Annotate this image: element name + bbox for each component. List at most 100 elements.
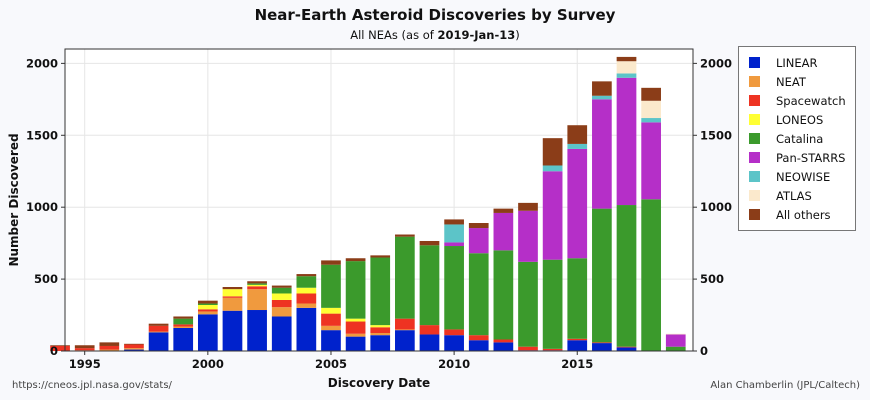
bar-segment <box>124 348 144 350</box>
bar-segment <box>518 346 538 351</box>
chart-subtitle: All NEAs (as of 2019-Jan-13) <box>0 28 870 42</box>
legend-swatch <box>749 95 760 106</box>
legend-label: NEAT <box>776 74 806 89</box>
y-tick-label-right: 500 <box>700 272 724 286</box>
bar-segment <box>345 336 366 351</box>
legend-label: All others <box>776 207 831 222</box>
bar-segment <box>419 240 440 246</box>
bar-segment <box>271 299 292 308</box>
bar-segment <box>271 293 292 300</box>
legend-item: Pan-STARRS <box>749 148 855 167</box>
bar-segment <box>321 260 341 265</box>
bar-segment <box>197 300 218 304</box>
bar-segment <box>321 325 341 331</box>
bar-segment <box>124 343 144 345</box>
bar-segment <box>222 287 243 290</box>
bar-segment <box>74 345 95 349</box>
bar-segment <box>641 87 661 101</box>
bar-segment <box>99 342 120 346</box>
legend-item: Spacewatch <box>749 91 855 110</box>
bar-segment <box>296 307 317 351</box>
bar-segment <box>493 339 514 343</box>
legend-swatch <box>749 152 760 163</box>
bar-segment <box>616 73 637 78</box>
subtitle-suffix: ) <box>515 28 520 42</box>
bar-segment <box>247 286 267 290</box>
source-url[interactable]: https://cneos.jpl.nasa.gov/stats/ <box>12 380 172 391</box>
bar-segment <box>296 274 317 277</box>
bar-segment <box>345 258 366 262</box>
bar-segment <box>271 307 292 317</box>
bar-segment <box>271 316 292 351</box>
bar-segment <box>444 219 464 225</box>
bar-segment <box>247 289 267 311</box>
bar-segment <box>173 327 194 351</box>
bar-segment <box>665 346 686 351</box>
bar-segment <box>444 242 464 247</box>
bar-segment <box>370 325 391 328</box>
bar-segment <box>518 210 538 262</box>
credit-text: Alan Chamberlin (JPL/Caltech) <box>710 380 860 391</box>
legend-item: LINEAR <box>749 53 855 72</box>
bar-segment <box>592 95 612 100</box>
legend-item: LONEOS <box>749 110 855 129</box>
bar-segment <box>616 61 637 74</box>
bar-segment <box>493 212 514 251</box>
chart-title: Near-Earth Asteroid Discoveries by Surve… <box>254 6 616 24</box>
y-tick-label-right: 2000 <box>700 56 732 70</box>
bar-segment <box>518 202 538 211</box>
bar-segment <box>247 281 267 284</box>
plot-frame <box>64 48 694 352</box>
bar-segment <box>468 223 489 229</box>
bar-segment <box>444 335 464 351</box>
bar-segment <box>592 342 612 344</box>
x-tick-label: 2010 <box>438 357 470 371</box>
y-tick-label-right: 1500 <box>700 128 732 142</box>
bar-segment <box>370 335 391 351</box>
bar-segment <box>468 253 489 336</box>
subtitle-date: 2019-Jan-13 <box>437 28 516 42</box>
bar-segment <box>616 77 637 206</box>
bar-segment <box>173 324 194 327</box>
chart-legend: LINEAR NEAT Spacewatch LONEOS Catalina Pan-ST… <box>738 46 856 231</box>
bar-segment <box>616 346 637 348</box>
bar-segment <box>419 334 440 351</box>
bar-segment <box>197 314 218 351</box>
legend-label: Catalina <box>776 131 824 146</box>
bar-segment <box>665 334 686 347</box>
bar-segment <box>271 285 292 288</box>
legend-swatch <box>749 76 760 87</box>
bar-segment <box>370 257 391 326</box>
x-tick-label: 2015 <box>561 357 593 371</box>
bar-segment <box>444 224 464 243</box>
bar-segment <box>493 208 514 213</box>
legend-item: NEOWISE <box>749 167 855 186</box>
bar-segment <box>616 347 637 351</box>
bar-segment <box>370 255 391 258</box>
bar-segment <box>468 228 489 254</box>
bar-segment <box>321 307 341 314</box>
bar-segment <box>247 284 267 287</box>
y-tick-label-left: 1000 <box>26 200 58 214</box>
legend-label: LINEAR <box>776 55 818 70</box>
bar-segment <box>542 259 563 349</box>
bar-segment <box>592 208 612 343</box>
x-axis-label: Discovery Date <box>328 376 430 390</box>
bar-segment <box>395 318 415 330</box>
bar-segment <box>395 234 415 237</box>
bar-segment <box>567 258 588 339</box>
bar-segment <box>296 293 317 304</box>
bar-segment <box>542 138 563 166</box>
subtitle-prefix: All NEAs (as of <box>350 28 438 42</box>
bar-segment <box>493 250 514 340</box>
bar-segment <box>197 304 218 310</box>
bar-segment <box>197 309 218 312</box>
legend-label: ATLAS <box>776 188 812 203</box>
bar-segment <box>99 345 120 350</box>
legend-swatch <box>749 209 760 220</box>
bar-segment <box>370 327 391 334</box>
legend-item: All others <box>749 205 855 224</box>
legend-swatch <box>749 57 760 68</box>
legend-label: Spacewatch <box>776 93 846 108</box>
legend-swatch <box>749 114 760 125</box>
